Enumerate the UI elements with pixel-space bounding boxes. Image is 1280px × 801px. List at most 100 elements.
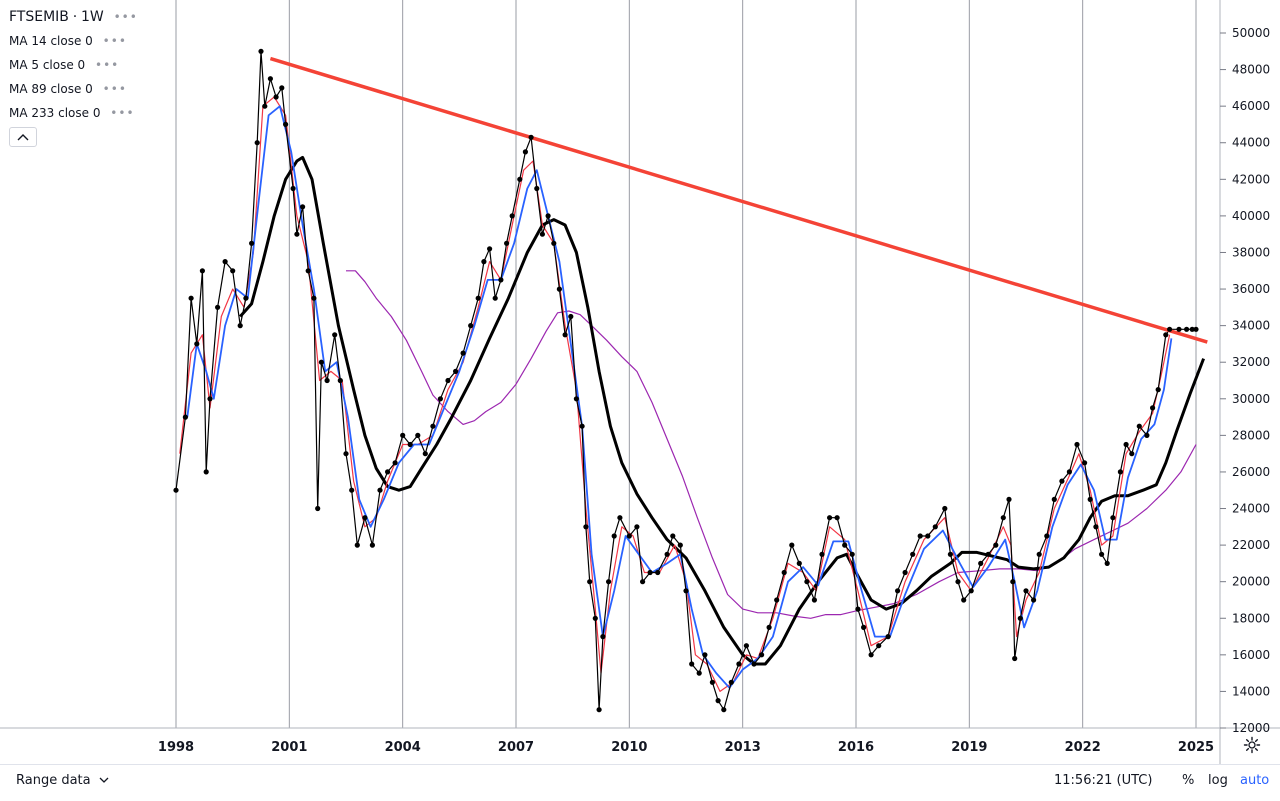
price-point xyxy=(925,533,931,539)
price-point xyxy=(611,533,617,539)
price-point xyxy=(670,533,676,539)
price-point xyxy=(1059,478,1065,484)
more-horizontal-icon[interactable]: ••• xyxy=(95,58,120,72)
legend-indicator-ma89[interactable]: MA 89 close 0 ••• xyxy=(9,78,138,102)
symbol-name: FTSEMIB xyxy=(9,9,69,25)
price-point xyxy=(460,350,466,356)
price-point xyxy=(968,588,974,594)
price-point xyxy=(377,487,383,493)
y-tick-label: 50000 xyxy=(1232,26,1270,40)
y-tick-label: 42000 xyxy=(1232,172,1270,186)
price-point xyxy=(796,560,802,567)
price-point xyxy=(781,569,787,576)
legend-indicator-ma5[interactable]: MA 5 close 0 ••• xyxy=(9,54,138,78)
price-point xyxy=(876,643,882,649)
price-point xyxy=(1150,405,1156,411)
price-point xyxy=(262,103,268,109)
price-point xyxy=(1036,551,1042,557)
y-tick-label: 12000 xyxy=(1232,721,1270,735)
price-point xyxy=(1167,326,1173,332)
price-point xyxy=(743,643,750,649)
x-tick-label: 2004 xyxy=(385,740,421,755)
price-point xyxy=(545,213,551,219)
price-point xyxy=(827,515,833,521)
price-point xyxy=(453,368,459,374)
price-point xyxy=(430,423,436,429)
price-point xyxy=(407,441,413,448)
price-point xyxy=(173,487,179,493)
x-tick-label: 2001 xyxy=(271,740,307,755)
chart-plot[interactable]: 1998 2001 2004 2007 2010 2013 2016 2019 2022 2025… xyxy=(0,0,1280,764)
y-tick-label: 26000 xyxy=(1232,465,1270,479)
price-point xyxy=(910,551,916,557)
symbol-separator: · xyxy=(72,9,78,25)
price-point xyxy=(337,377,343,384)
y-tick-label: 44000 xyxy=(1232,136,1270,150)
price-point xyxy=(640,579,646,585)
gear-icon[interactable] xyxy=(1243,736,1261,754)
more-horizontal-icon[interactable]: ••• xyxy=(110,106,135,120)
range-dropdown[interactable]: Range data xyxy=(16,773,109,788)
price-point xyxy=(1155,387,1161,393)
price-point xyxy=(647,569,653,576)
price-point xyxy=(689,661,695,667)
price-point xyxy=(696,670,702,676)
x-tick-label: 1998 xyxy=(158,740,194,755)
price-point xyxy=(522,149,529,155)
price-point xyxy=(1144,432,1150,438)
price-point xyxy=(509,213,515,219)
price-point xyxy=(290,185,296,192)
price-point xyxy=(445,377,451,384)
price-point xyxy=(811,597,818,603)
price-point xyxy=(947,551,954,557)
log-scale-toggle[interactable]: log xyxy=(1208,773,1228,788)
y-tick-label: 18000 xyxy=(1232,611,1270,625)
more-horizontal-icon[interactable]: ••• xyxy=(113,10,138,24)
legend-collapse-button[interactable] xyxy=(9,127,37,147)
price-point xyxy=(249,240,255,246)
price-point xyxy=(551,240,557,246)
price-point xyxy=(188,295,194,301)
more-horizontal-icon[interactable]: ••• xyxy=(102,34,127,48)
x-axis-ticks: 1998 2001 2004 2007 2010 2013 2016 2019 2022 2025 xyxy=(158,740,1214,755)
price-point xyxy=(343,451,349,457)
price-markers xyxy=(173,48,1199,713)
price-point xyxy=(528,134,534,140)
legend-indicator-ma14[interactable]: MA 14 close 0 ••• xyxy=(9,30,138,54)
indicator-label: MA 89 close 0 xyxy=(9,82,93,96)
price-point xyxy=(1051,496,1057,502)
price-point xyxy=(318,359,324,365)
price-point xyxy=(1082,460,1088,466)
price-point xyxy=(955,579,961,585)
grid-lines xyxy=(175,0,1197,728)
clock-readout: 11:56:21 (UTC) xyxy=(1054,773,1153,788)
more-horizontal-icon[interactable]: ••• xyxy=(102,82,127,96)
x-tick-label: 2013 xyxy=(725,740,761,755)
chevron-up-icon xyxy=(17,134,29,141)
legend-symbol-row[interactable]: FTSEMIB · 1W ••• xyxy=(9,6,138,30)
price-point xyxy=(709,679,716,685)
price-point xyxy=(437,396,443,402)
y-tick-label: 40000 xyxy=(1232,209,1270,223)
price-point xyxy=(766,624,772,631)
price-point xyxy=(273,94,279,100)
price-point xyxy=(1074,441,1080,448)
price-point xyxy=(617,515,623,521)
price-point xyxy=(1017,615,1023,621)
price-point xyxy=(487,246,493,252)
price-point xyxy=(362,515,368,521)
auto-scale-toggle[interactable]: auto xyxy=(1240,773,1270,788)
axes xyxy=(0,0,1280,764)
price-point xyxy=(1093,524,1099,530)
price-point xyxy=(568,313,574,320)
percent-scale-toggle[interactable]: % xyxy=(1182,773,1195,788)
legend-indicator-ma233[interactable]: MA 233 close 0 ••• xyxy=(9,102,138,126)
y-tick-label: 30000 xyxy=(1232,392,1270,406)
price-point xyxy=(258,48,264,54)
price-point xyxy=(895,588,901,594)
price-point xyxy=(215,304,221,310)
price-point xyxy=(504,240,510,246)
y-axis-ticks: 12000 14000 16000 18000 20000 22000 24000 26000… xyxy=(1220,26,1270,735)
series-line-ma-5 xyxy=(179,96,1171,692)
price-point xyxy=(1189,326,1195,332)
